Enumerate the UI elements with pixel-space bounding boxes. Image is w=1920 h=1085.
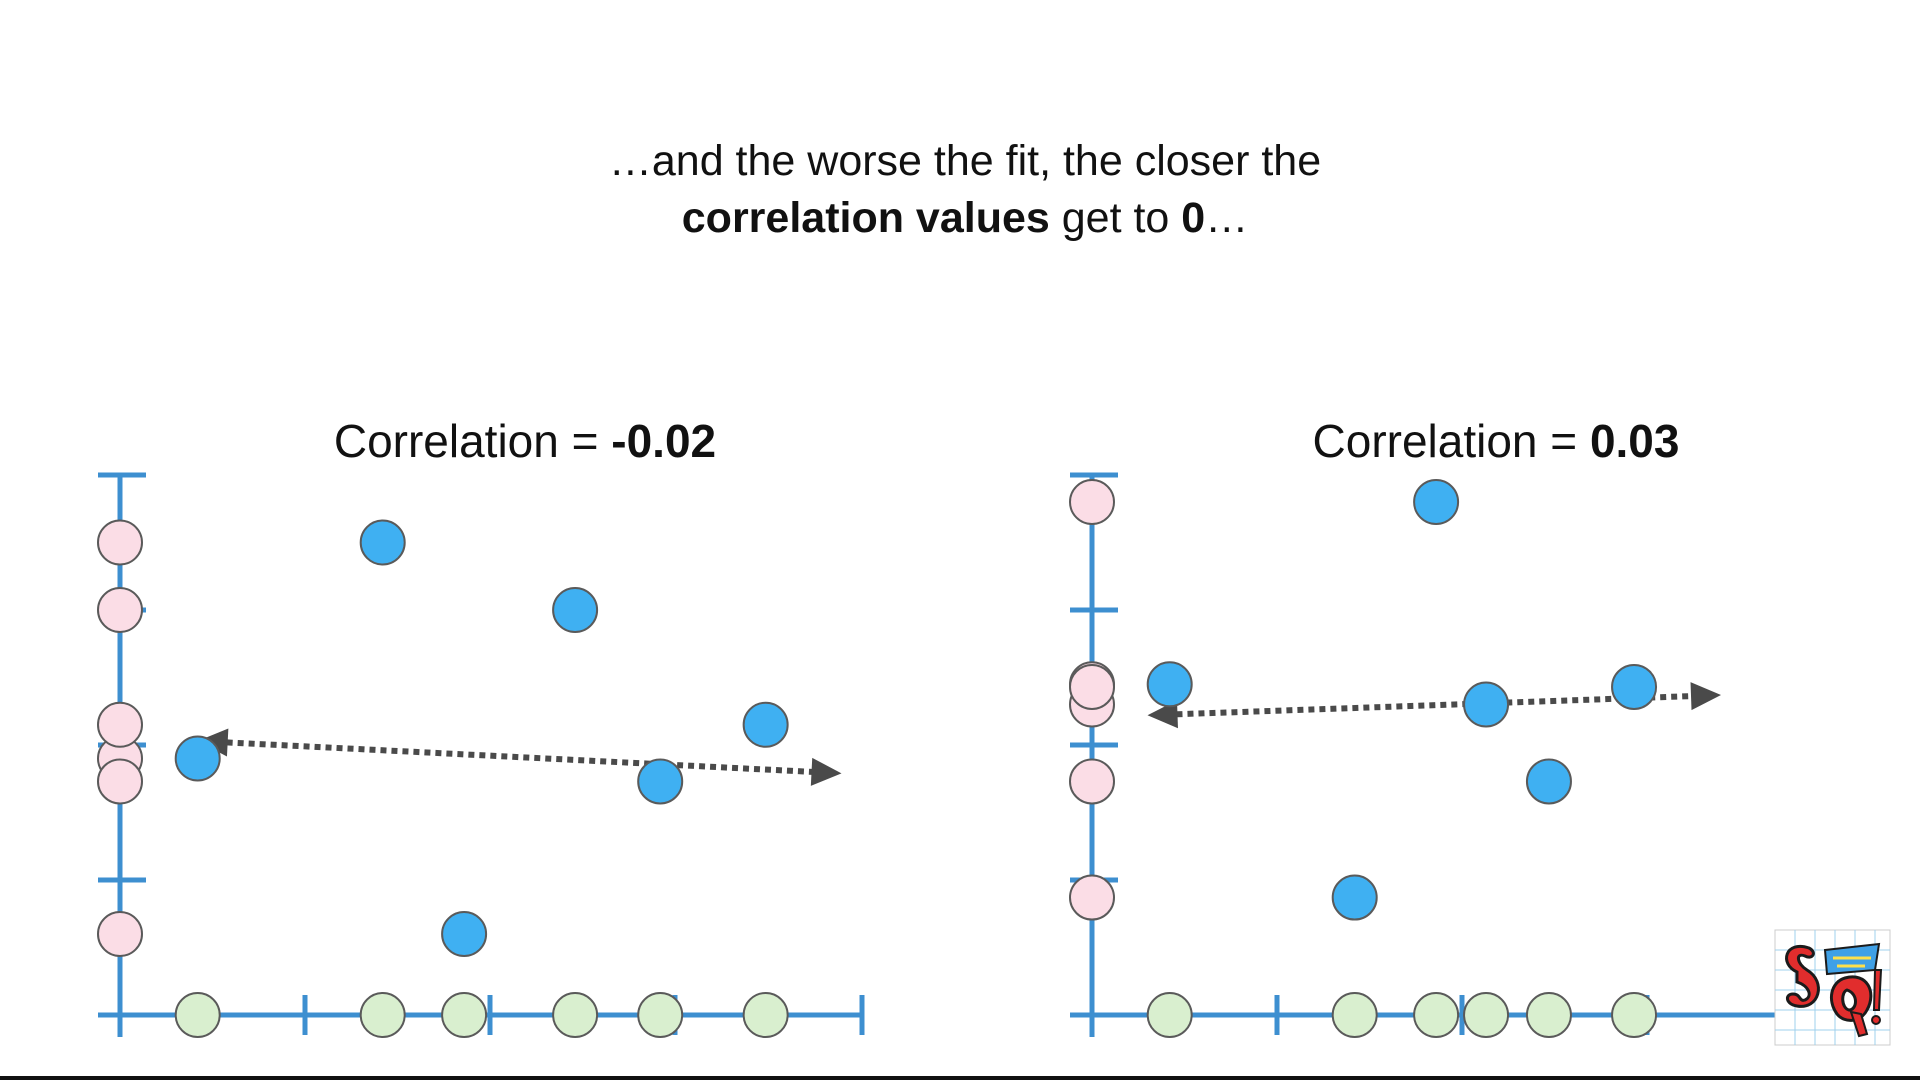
correlation-value: -0.02 bbox=[611, 415, 716, 467]
y-projection-point bbox=[1069, 758, 1115, 805]
y-projection-point bbox=[1069, 874, 1115, 921]
x-projection-point bbox=[742, 992, 789, 1038]
trend-line bbox=[1165, 692, 1704, 718]
x-projection-point bbox=[359, 992, 406, 1038]
x-projection-point bbox=[1331, 992, 1378, 1038]
y-projection-point bbox=[1069, 479, 1115, 525]
x-projection-point bbox=[637, 992, 684, 1038]
x-projection-point bbox=[441, 992, 488, 1038]
data-point bbox=[1611, 663, 1658, 710]
data-point bbox=[1331, 874, 1378, 921]
x-projection-point bbox=[1146, 992, 1193, 1038]
chart-title-right: Correlation = 0.03 bbox=[1313, 415, 1680, 467]
caption-value: 0 bbox=[1181, 194, 1205, 242]
chart-title-prefix: Correlation = bbox=[1313, 415, 1590, 467]
y-projection-point bbox=[97, 701, 143, 748]
data-point bbox=[359, 519, 406, 566]
x-projection-point bbox=[1525, 992, 1572, 1038]
x-projection-point bbox=[1463, 992, 1510, 1038]
frame-bottom-border bbox=[0, 1076, 1920, 1080]
caption-emphasis: correlation values bbox=[682, 194, 1050, 242]
chart-title-left: Correlation = -0.02 bbox=[334, 415, 716, 467]
channel-logo bbox=[1774, 929, 1891, 1046]
x-projection-point bbox=[1611, 992, 1658, 1038]
y-projection-point bbox=[97, 911, 143, 957]
y-projection-point bbox=[1069, 663, 1115, 710]
y-projection-point bbox=[97, 519, 143, 566]
scatter-chart-left bbox=[97, 472, 865, 1038]
caption-line-2: correlation values get to 0… bbox=[682, 194, 1248, 242]
caption-mid: get to bbox=[1050, 194, 1181, 242]
data-point bbox=[552, 587, 599, 633]
chart-title-prefix: Correlation = bbox=[334, 415, 611, 467]
data-point bbox=[1146, 661, 1193, 708]
trend-line bbox=[215, 738, 824, 776]
scatter-chart-right bbox=[1069, 472, 1790, 1038]
data-point bbox=[1525, 758, 1572, 805]
trend-arrowhead-right bbox=[1690, 682, 1721, 711]
correlation-value: 0.03 bbox=[1590, 415, 1680, 467]
y-projection-point bbox=[97, 587, 143, 633]
y-projection-point bbox=[97, 758, 143, 805]
trend-arrowhead-left bbox=[1147, 700, 1178, 729]
x-projection-point bbox=[552, 992, 599, 1038]
caption-end: … bbox=[1205, 194, 1248, 242]
data-point bbox=[1463, 681, 1510, 728]
data-point bbox=[174, 735, 221, 782]
x-projection-point bbox=[1413, 992, 1460, 1038]
caption-line-1: …and the worse the fit, the closer the bbox=[609, 137, 1321, 185]
trend-arrowhead-right bbox=[810, 757, 842, 786]
data-point bbox=[742, 701, 789, 748]
x-projection-point bbox=[174, 992, 221, 1038]
data-point bbox=[637, 758, 684, 805]
data-point bbox=[1413, 479, 1460, 525]
data-point bbox=[441, 911, 488, 957]
